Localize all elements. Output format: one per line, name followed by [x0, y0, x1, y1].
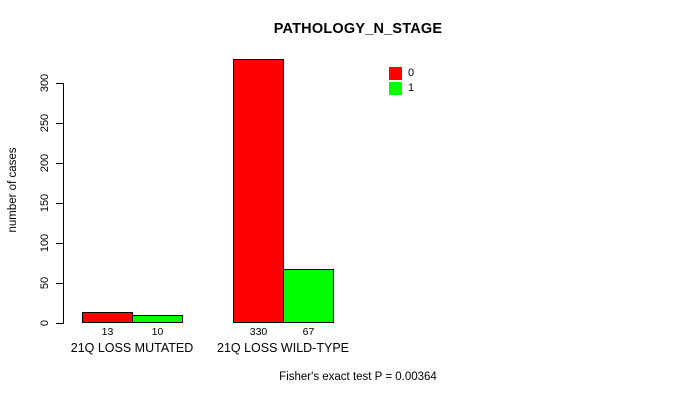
y-axis-tick-label: 300: [39, 73, 51, 93]
x-axis-group-label: 21Q LOSS MUTATED: [70, 341, 194, 355]
y-axis-tick-label: 100: [39, 233, 51, 252]
legend-label: 1: [408, 81, 415, 94]
bar-value-label: 67: [302, 325, 315, 338]
y-axis-tick: [56, 282, 63, 284]
bar-21q-loss-wild-type-1: [283, 269, 334, 324]
legend-swatch-icon: [389, 81, 402, 95]
legend-swatch-icon: [389, 66, 402, 80]
y-axis-tick: [56, 162, 63, 164]
bar-21q-loss-mutated-1: [132, 314, 183, 324]
y-axis-tick-label: 250: [39, 113, 51, 133]
legend-item-1: 1: [389, 81, 414, 95]
chart-title: PATHOLOGY_N_STAGE: [273, 21, 443, 37]
y-axis-tick: [56, 202, 63, 204]
x-axis-group-label: 21Q LOSS WILD-TYPE: [217, 341, 349, 355]
bar-21q-loss-wild-type-0: [233, 59, 284, 324]
y-axis-tick-label: 200: [39, 153, 51, 173]
legend-item-0: 0: [389, 66, 414, 80]
y-axis-tick-label: 50: [39, 276, 51, 289]
bar-value-label: 10: [151, 325, 164, 338]
y-axis-tick-label: 150: [39, 193, 51, 212]
footer-stat-note: Fisher's exact test P = 0.00364: [279, 371, 437, 383]
bar-value-label: 13: [101, 325, 114, 338]
bar-value-label: 330: [249, 325, 268, 338]
bar-21q-loss-mutated-0: [82, 312, 133, 324]
y-axis-line: [63, 83, 64, 324]
y-axis-tick: [56, 322, 63, 324]
y-axis-tick: [56, 122, 63, 124]
y-axis-tick: [56, 242, 63, 244]
y-axis-tick: [56, 83, 63, 84]
y-axis-label: number of cases: [7, 147, 19, 233]
y-axis-tick-label: 0: [39, 319, 51, 326]
legend-label: 0: [408, 66, 415, 79]
